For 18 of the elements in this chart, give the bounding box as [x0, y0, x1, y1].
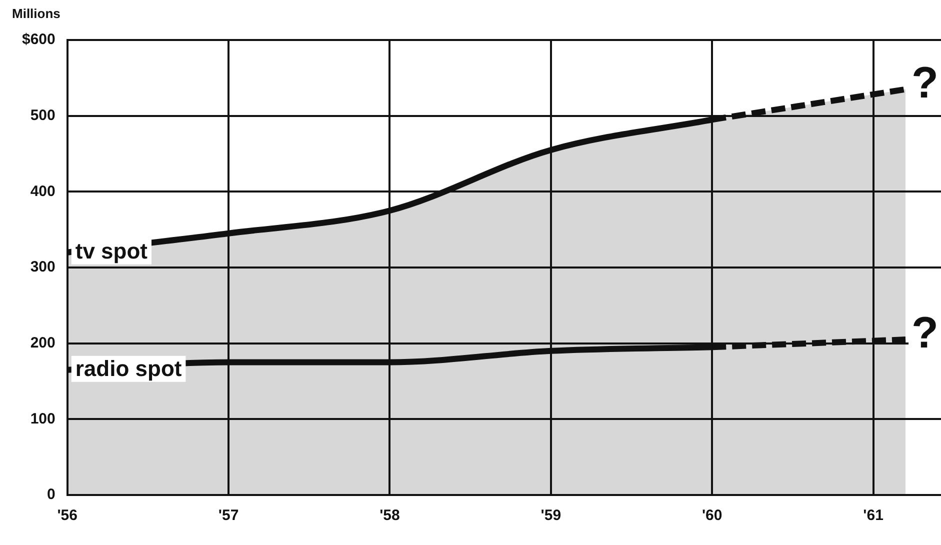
x-tick-label: '61 — [863, 507, 884, 524]
y-tick-label: $600 — [22, 31, 56, 48]
x-tick-label: '59 — [540, 507, 562, 524]
y-tick-label: 500 — [30, 106, 56, 124]
y-tick-label: 400 — [30, 182, 56, 200]
annotation: ? — [912, 58, 938, 108]
annotation: ? — [912, 308, 938, 358]
x-tick-label: '57 — [218, 507, 239, 524]
x-tick-label: '58 — [380, 507, 400, 524]
x-tick-label: '56 — [57, 507, 78, 524]
y-axis-title: Millions — [12, 6, 60, 22]
series-label: tv spot — [75, 238, 148, 264]
y-tick-label: 300 — [30, 258, 56, 276]
x-tick-label: '60 — [702, 507, 722, 524]
series-label: radio spot — [75, 356, 182, 381]
y-tick-label: 100 — [30, 410, 56, 428]
y-tick-label: 200 — [30, 334, 56, 352]
y-tick-label: 0 — [47, 486, 56, 504]
